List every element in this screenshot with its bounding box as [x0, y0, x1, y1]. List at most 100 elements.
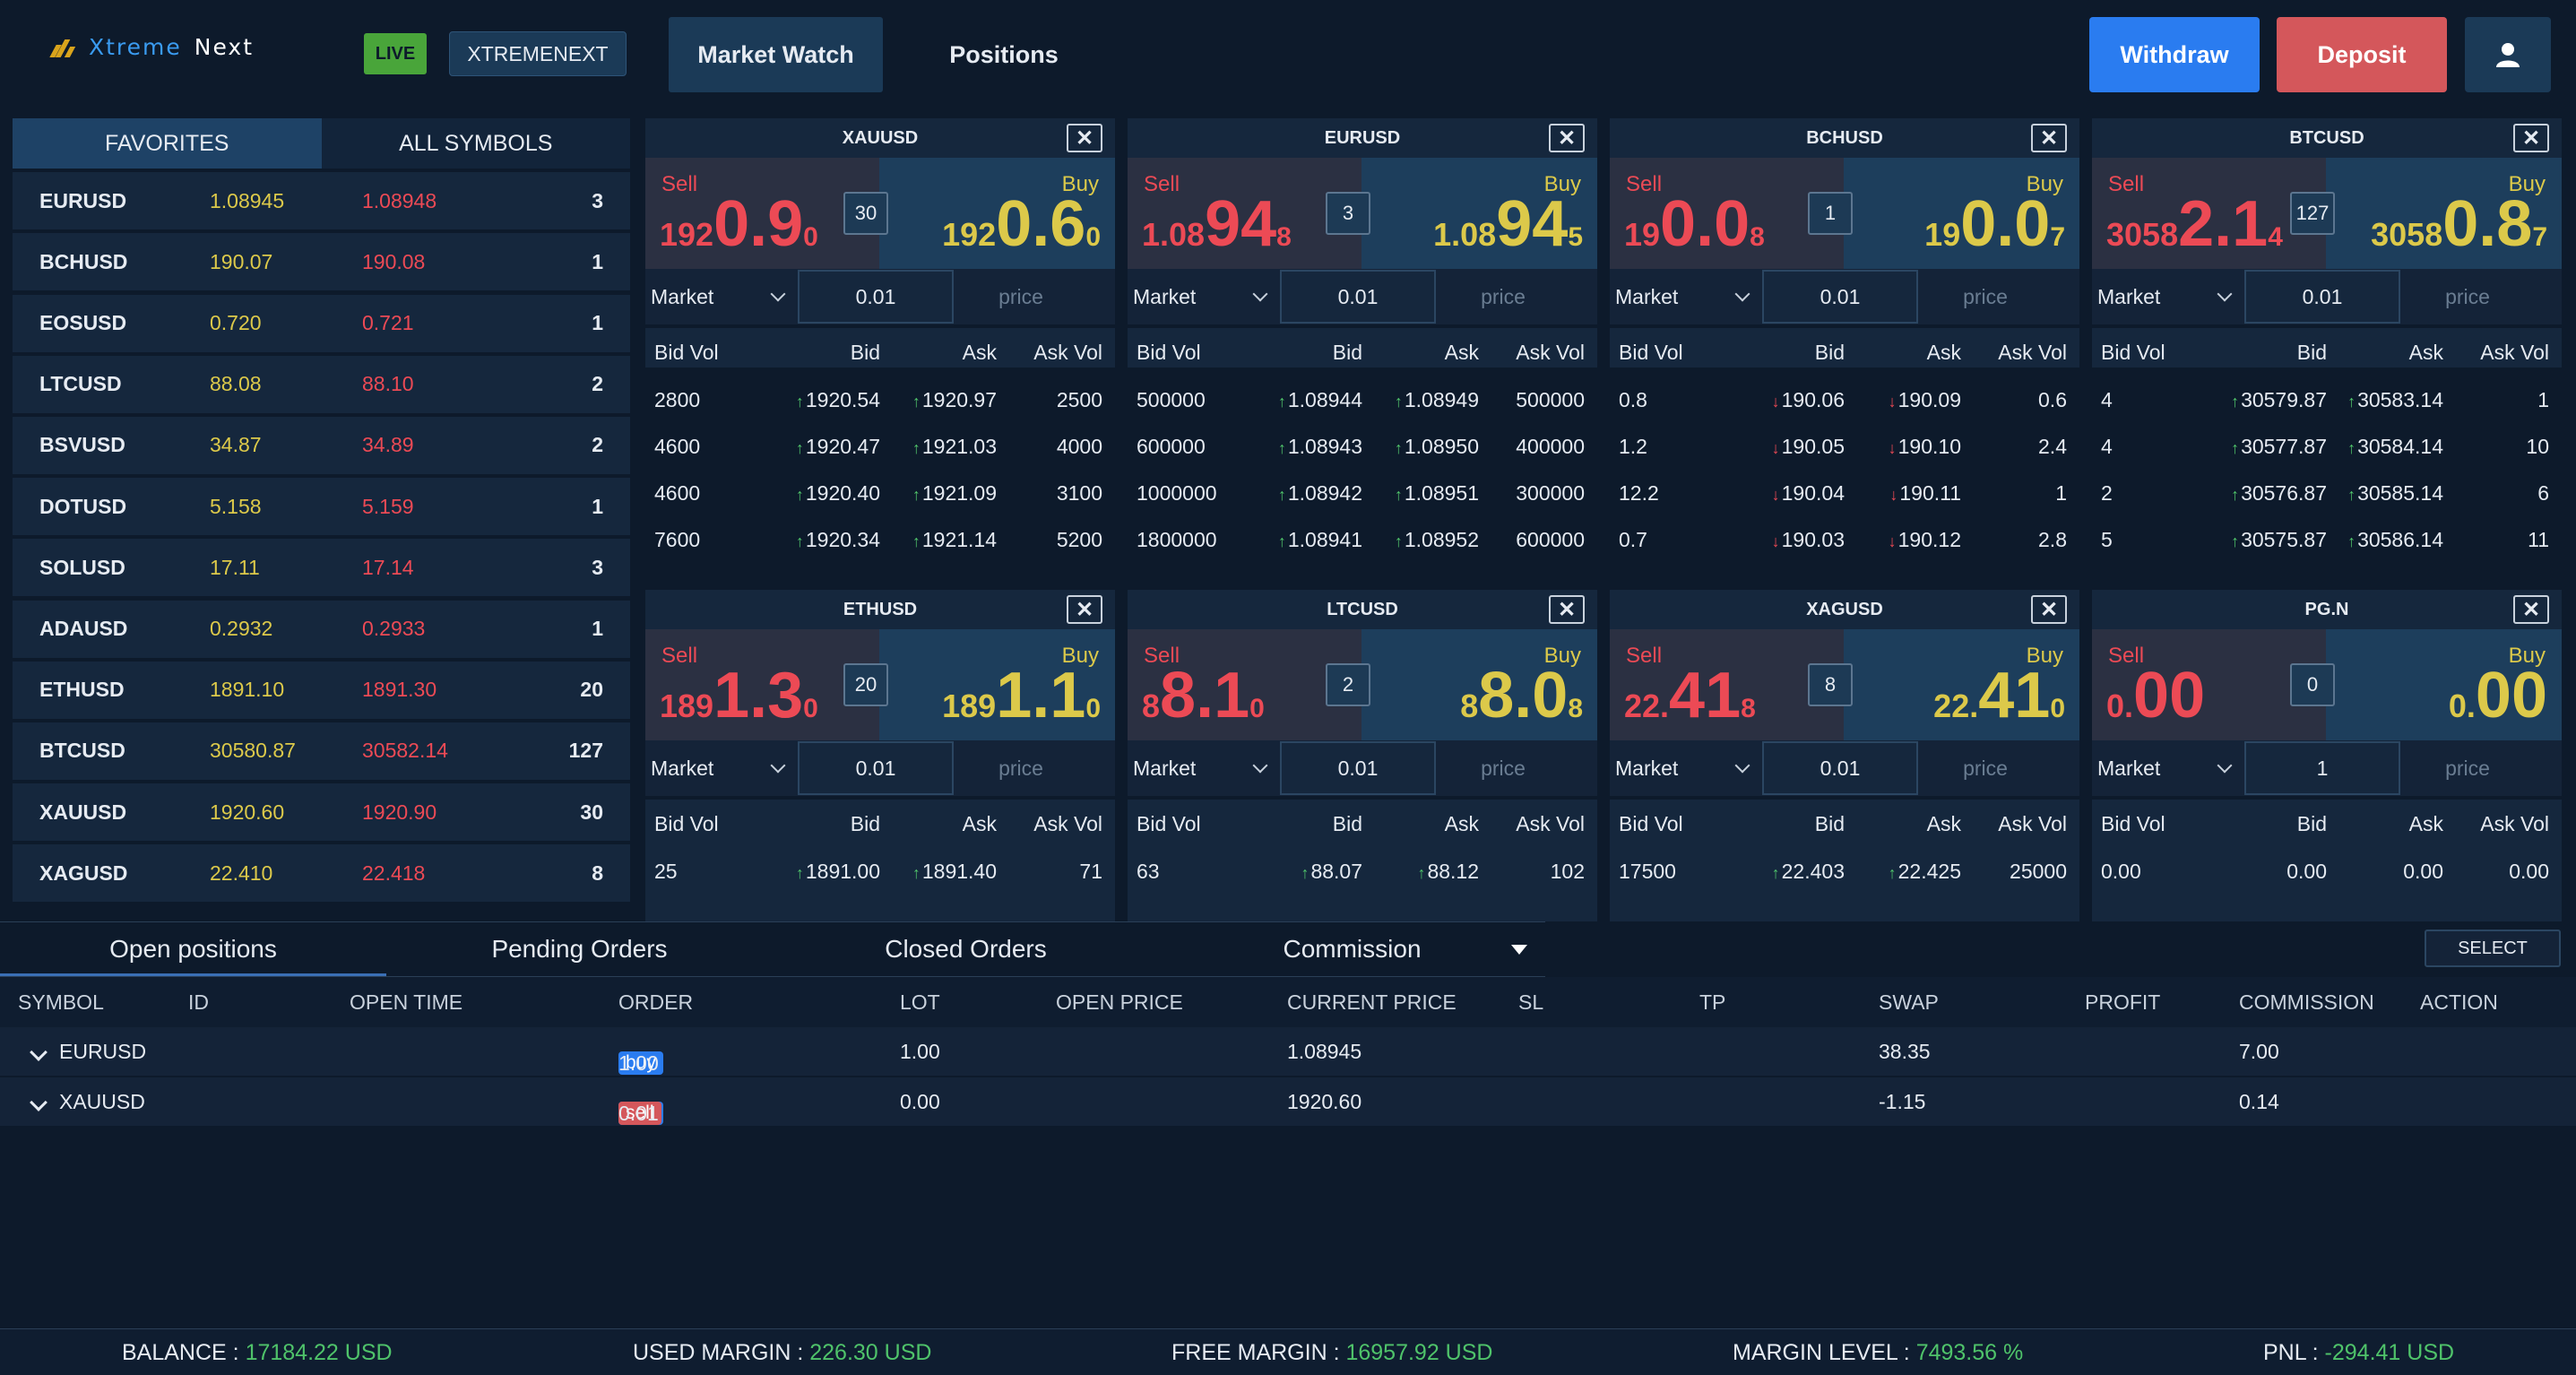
- price-input[interactable]: price: [1963, 756, 2008, 780]
- symbol-row[interactable]: DOTUSD 5.158 5.159 1: [13, 478, 630, 536]
- card-symbol: XAGUSD: [1806, 599, 1883, 619]
- arrow-up-icon: ↑: [2231, 485, 2240, 504]
- sell-button[interactable]: Sell 0.00: [2092, 629, 2326, 740]
- order-book-row: 1.2 ↓190.05 ↓190.10 2.4: [1610, 423, 2079, 470]
- close-card-button[interactable]: ✕: [2031, 595, 2067, 624]
- symbol-count: 20: [580, 678, 603, 702]
- symbol-row[interactable]: BSVUSD 34.87 34.89 2: [13, 416, 630, 474]
- position-symbol-cell[interactable]: XAUUSD: [30, 1090, 145, 1114]
- buy-button[interactable]: Buy 1891.10: [879, 629, 1115, 740]
- ask-volume: 10: [2526, 434, 2549, 458]
- ask-price: 190.12: [1897, 527, 1961, 551]
- price-input[interactable]: price: [1963, 284, 2008, 308]
- symbol-row[interactable]: EURUSD 1.08945 1.08948 3: [13, 172, 630, 230]
- symbol-row[interactable]: EOSUSD 0.720 0.721 1: [13, 294, 630, 352]
- lot-input[interactable]: 0.01: [1762, 270, 1918, 324]
- tab-positions[interactable]: Positions: [949, 40, 1059, 68]
- symbol-row[interactable]: XAUUSD 1920.60 1920.90 30: [13, 783, 630, 842]
- lot-input[interactable]: 0.01: [798, 270, 954, 324]
- select-button[interactable]: SELECT: [2425, 930, 2561, 967]
- close-icon: ✕: [1075, 125, 1094, 151]
- sell-button[interactable]: Sell 22.418: [1610, 629, 1844, 740]
- order-type-select[interactable]: Market: [1128, 285, 1280, 309]
- buy-button[interactable]: Buy 1.08945: [1361, 158, 1597, 269]
- logo-word-1: Xtreme: [89, 34, 182, 60]
- bid-price-cell: ↓190.03: [1726, 528, 1845, 552]
- buy-button[interactable]: Buy 30580.87: [2326, 158, 2562, 269]
- price-input[interactable]: price: [2445, 756, 2490, 780]
- close-card-button[interactable]: ✕: [1549, 595, 1585, 624]
- price-input[interactable]: price: [2445, 284, 2490, 308]
- close-icon: ✕: [1075, 597, 1094, 622]
- deposit-button[interactable]: Deposit: [2277, 17, 2447, 92]
- sell-button[interactable]: Sell 1891.30: [645, 629, 879, 740]
- order-type-select[interactable]: Market: [1610, 757, 1762, 781]
- close-card-button[interactable]: ✕: [2513, 595, 2549, 624]
- order-type-select[interactable]: Market: [1610, 285, 1762, 309]
- symbol-row[interactable]: BTCUSD 30580.87 30582.14 127: [13, 722, 630, 780]
- order-type-select[interactable]: Market: [645, 757, 798, 781]
- tab-market-watch[interactable]: Market Watch: [669, 17, 883, 92]
- symbol-row[interactable]: SOLUSD 17.11 17.14 3: [13, 539, 630, 597]
- close-card-button[interactable]: ✕: [2513, 124, 2549, 152]
- user-menu-button[interactable]: [2465, 17, 2551, 92]
- symbols-panel: FAVORITES ALL SYMBOLS EURUSD 1.08945 1.089…: [13, 118, 630, 914]
- sell-price: 30582.14: [2106, 192, 2283, 256]
- lot-input[interactable]: 0.01: [2244, 270, 2400, 324]
- buy-button[interactable]: Buy 190.07: [1844, 158, 2079, 269]
- symbol-row[interactable]: LTCUSD 88.08 88.10 2: [13, 355, 630, 413]
- buy-button[interactable]: Buy 1920.60: [879, 158, 1115, 269]
- sell-button[interactable]: Sell 30582.14: [2092, 158, 2326, 269]
- ask-price: 1891.40: [921, 859, 997, 883]
- tab-open-positions[interactable]: Open positions: [0, 922, 386, 976]
- position-symbol-cell[interactable]: EURUSD: [30, 1040, 146, 1064]
- lot-input[interactable]: 1: [2244, 741, 2400, 795]
- account-button[interactable]: XTREMENEXT: [449, 31, 627, 76]
- symbol-bid: 17.11: [210, 555, 260, 579]
- tab-closed-orders[interactable]: Closed Orders: [885, 935, 1047, 963]
- table-row[interactable]: EURUSD buy 1.00 1.00 1.08945 38.35 7.00: [0, 1027, 2576, 1077]
- position-swap: -1.15: [1879, 1089, 1926, 1113]
- lot-input[interactable]: 0.01: [1280, 741, 1436, 795]
- price-input[interactable]: price: [998, 756, 1043, 780]
- commission-dropdown[interactable]: Commission: [1159, 922, 1545, 976]
- sell-price: 22.418: [1624, 663, 1756, 728]
- lot-input[interactable]: 0.01: [1762, 741, 1918, 795]
- price-input[interactable]: price: [998, 284, 1043, 308]
- symbol-row[interactable]: ETHUSD 1891.10 1891.30 20: [13, 661, 630, 719]
- symbol-row[interactable]: XAGUSD 22.410 22.418 8: [13, 844, 630, 903]
- order-type-select[interactable]: Market: [2092, 757, 2244, 781]
- lot-input[interactable]: 0.01: [798, 741, 954, 795]
- order-qty: 0.01: [618, 1102, 659, 1125]
- withdraw-button[interactable]: Withdraw: [2089, 17, 2260, 92]
- buy-button[interactable]: Buy 88.08: [1361, 629, 1597, 740]
- sell-button[interactable]: Sell 1.08948: [1128, 158, 1361, 269]
- tab-pending-orders[interactable]: Pending Orders: [491, 935, 668, 963]
- buy-button[interactable]: Buy 0.00: [2326, 629, 2562, 740]
- bid-volume: 4600: [654, 480, 701, 505]
- sell-button[interactable]: Sell 1920.90: [645, 158, 879, 269]
- price-input[interactable]: price: [1481, 756, 1526, 780]
- close-card-button[interactable]: ✕: [1067, 595, 1102, 624]
- lot-input[interactable]: 0.01: [1280, 270, 1436, 324]
- arrow-up-icon: ↑: [1771, 863, 1780, 882]
- sell-button[interactable]: Sell 190.08: [1610, 158, 1844, 269]
- table-row[interactable]: XAUUSDbuy0.01sell0.010.001920.60-1.150.1…: [0, 1077, 2576, 1128]
- close-card-button[interactable]: ✕: [2031, 124, 2067, 152]
- close-card-button[interactable]: ✕: [1549, 124, 1585, 152]
- ask-price-cell: ↑1920.97: [880, 388, 997, 412]
- order-type-select[interactable]: Market: [2092, 285, 2244, 309]
- symbol-row[interactable]: BCHUSD 190.07 190.08 1: [13, 233, 630, 291]
- close-card-button[interactable]: ✕: [1067, 124, 1102, 152]
- sell-button[interactable]: Sell 88.10: [1128, 629, 1361, 740]
- order-type-select[interactable]: Market: [645, 285, 798, 309]
- tab-favorites[interactable]: FAVORITES: [13, 118, 322, 169]
- tab-all-symbols[interactable]: ALL SYMBOLS: [321, 118, 630, 169]
- price-input[interactable]: price: [1481, 284, 1526, 308]
- arrow-up-icon: ↑: [1394, 532, 1403, 550]
- bid-price-cell: ↓190.06: [1726, 388, 1845, 412]
- order-type-select[interactable]: Market: [1128, 757, 1280, 781]
- buy-button[interactable]: Buy 22.410: [1844, 629, 2079, 740]
- symbol-row[interactable]: ADAUSD 0.2932 0.2933 1: [13, 600, 630, 658]
- buy-label: Buy: [1543, 172, 1581, 196]
